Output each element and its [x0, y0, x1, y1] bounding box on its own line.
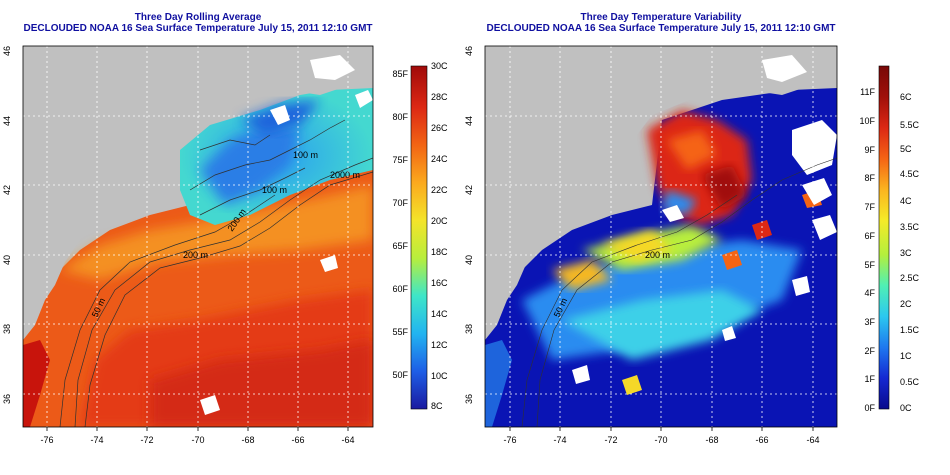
right-panel-subtitle: DECLOUDED NOAA 16 Sea Surface Temperatur…	[486, 23, 836, 34]
colorbar-fahrenheit-label: 8F	[864, 173, 875, 183]
lat-tick-label: 46	[464, 46, 474, 56]
colorbar-celsius-label: 2.5C	[900, 273, 920, 283]
colorbar-fahrenheit-label: 2F	[864, 346, 875, 356]
colorbar-celsius-label: 24C	[431, 154, 448, 164]
colorbar-fahrenheit-label: 3F	[864, 317, 875, 327]
lat-tick-label: 36	[2, 394, 12, 404]
colorbar-celsius-label: 30C	[431, 61, 448, 71]
colorbar-celsius-label: 26C	[431, 123, 448, 133]
left-colorbar: 30C 28C 26C 24C 22C 20C 18C 16C 14C 12C …	[392, 61, 448, 411]
left-panel-title: Three Day Rolling Average	[134, 12, 262, 23]
colorbar-fahrenheit-label: 1F	[864, 374, 875, 384]
lon-tick-label: -74	[553, 435, 566, 445]
colorbar-fahrenheit-label: 60F	[392, 284, 408, 294]
lon-tick-label: -72	[604, 435, 617, 445]
right-panel-title: Three Day Temperature Variability	[580, 12, 742, 23]
left-panel-subtitle: DECLOUDED NOAA 16 Sea Surface Temperatur…	[23, 23, 373, 34]
left-sst-map: 100 m 2000 m 100 m 200 m 200 m 50 m 36 3…	[2, 45, 374, 445]
colorbar-fahrenheit-label: 6F	[864, 231, 875, 241]
colorbar-celsius-label: 3C	[900, 248, 912, 258]
colorbar-celsius-label: 4.5C	[900, 169, 920, 179]
colorbar-celsius-label: 0C	[900, 403, 912, 413]
lon-tick-label: -72	[140, 435, 153, 445]
colorbar-celsius-label: 6C	[900, 92, 912, 102]
contour-label: 200 m	[183, 250, 208, 260]
lon-tick-label: -64	[806, 435, 819, 445]
lat-tick-label: 44	[2, 116, 12, 126]
lon-tick-label: -76	[40, 435, 53, 445]
lon-tick-label: -68	[705, 435, 718, 445]
right-variability-map: 200 m 50 m 36 38 40 42 44 46 -76 -74 -72…	[464, 45, 838, 445]
colorbar-celsius-label: 12C	[431, 340, 448, 350]
lon-tick-label: -68	[241, 435, 254, 445]
lon-tick-label: -76	[503, 435, 516, 445]
colorbar-fahrenheit-label: 5F	[864, 260, 875, 270]
colorbar-celsius-label: 4C	[900, 196, 912, 206]
colorbar-celsius-label: 22C	[431, 185, 448, 195]
contour-label: 2000 m	[330, 170, 360, 180]
colorbar-celsius-label: 3.5C	[900, 222, 920, 232]
lat-tick-label: 38	[2, 324, 12, 334]
colorbar-fahrenheit-label: 50F	[392, 370, 408, 380]
colorbar-fahrenheit-label: 80F	[392, 112, 408, 122]
lon-tick-label: -70	[654, 435, 667, 445]
lon-tick-label: -74	[90, 435, 103, 445]
colorbar-celsius-label: 5.5C	[900, 120, 920, 130]
colorbar-celsius-label: 1.5C	[900, 325, 920, 335]
lon-tick-label: -64	[341, 435, 354, 445]
lat-tick-label: 40	[2, 255, 12, 265]
lon-tick-label: -66	[755, 435, 768, 445]
colorbar-fahrenheit-label: 70F	[392, 198, 408, 208]
colorbar-celsius-label: 20C	[431, 216, 448, 226]
colorbar-celsius-label: 0.5C	[900, 377, 920, 387]
colorbar-fahrenheit-label: 0F	[864, 403, 875, 413]
contour-label: 100 m	[293, 150, 318, 160]
lat-tick-label: 42	[2, 185, 12, 195]
left-panel-title-block: Three Day Rolling Average DECLOUDED NOAA…	[23, 12, 373, 34]
colorbar-fahrenheit-label: 4F	[864, 288, 875, 298]
lon-tick-label: -70	[191, 435, 204, 445]
colorbar-celsius-label: 1C	[900, 351, 912, 361]
lat-tick-label: 46	[2, 46, 12, 56]
contour-label: 100 m	[262, 185, 287, 195]
colorbar-fahrenheit-label: 55F	[392, 327, 408, 337]
colorbar-celsius-label: 16C	[431, 278, 448, 288]
lat-tick-label: 40	[464, 255, 474, 265]
colorbar-fahrenheit-label: 7F	[864, 202, 875, 212]
colorbar-celsius-label: 14C	[431, 309, 448, 319]
colorbar-fahrenheit-label: 9F	[864, 145, 875, 155]
lon-tick-label: -66	[291, 435, 304, 445]
colorbar-celsius-label: 2C	[900, 299, 912, 309]
colorbar-fahrenheit-label: 11F	[860, 87, 875, 97]
colorbar-celsius-label: 28C	[431, 92, 448, 102]
lat-tick-label: 44	[464, 116, 474, 126]
colorbar-fahrenheit-label: 85F	[392, 69, 408, 79]
colorbar-fahrenheit-label: 65F	[392, 241, 408, 251]
right-panel-title-block: Three Day Temperature Variability DECLOU…	[485, 12, 837, 34]
colorbar-fahrenheit-label: 10F	[859, 116, 875, 126]
colorbar-celsius-label: 5C	[900, 144, 912, 154]
contour-label: 200 m	[645, 250, 670, 260]
lat-tick-label: 42	[464, 185, 474, 195]
colorbar-fahrenheit-label: 75F	[392, 155, 408, 165]
lat-tick-label: 38	[464, 324, 474, 334]
right-colorbar: 6C 5.5C 5C 4.5C 4C 3.5C 3C 2.5C 2C 1.5C …	[859, 65, 920, 413]
colorbar-celsius-label: 8C	[431, 401, 443, 411]
colorbar-celsius-label: 18C	[431, 247, 448, 257]
colorbar-celsius-label: 10C	[431, 371, 448, 381]
lat-tick-label: 36	[464, 394, 474, 404]
